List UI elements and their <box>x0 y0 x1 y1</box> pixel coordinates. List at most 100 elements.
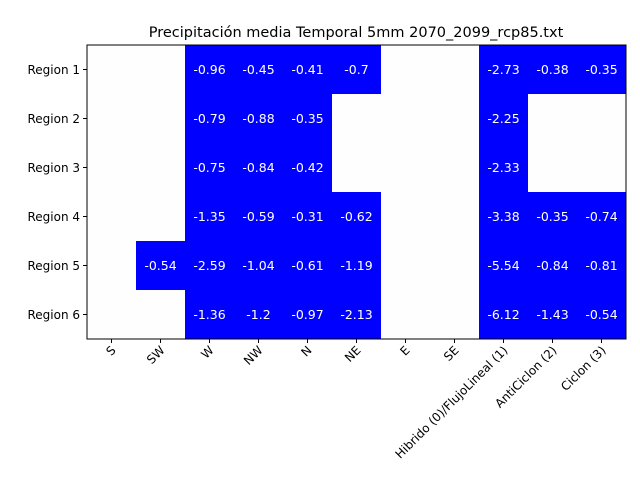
cell-value-label: -0.62 <box>340 209 372 224</box>
heatmap-cell <box>87 241 137 291</box>
cell-value-label: -0.75 <box>193 160 225 175</box>
cell-value-label: -2.33 <box>487 160 519 175</box>
cell-value-label: -0.97 <box>291 307 323 322</box>
cell-value-label: -2.73 <box>487 62 519 77</box>
heatmap-cell <box>234 143 284 193</box>
heatmap-cell <box>577 143 627 193</box>
heatmap-cell <box>283 192 333 242</box>
cell-value-label: -0.41 <box>291 62 323 77</box>
heatmap-cell <box>87 94 137 144</box>
cell-value-label: -0.79 <box>193 111 225 126</box>
cell-value-label: -3.38 <box>487 209 519 224</box>
heatmap-cell <box>283 143 333 193</box>
heatmap-cell <box>283 290 333 340</box>
heatmap-cell <box>234 45 284 95</box>
x-tick-label: N <box>298 343 314 359</box>
heatmap-cell <box>87 143 137 193</box>
heatmap-cell <box>381 143 431 193</box>
heatmap-cell <box>234 290 284 340</box>
heatmap-cell <box>577 94 627 144</box>
x-tick-label: S <box>103 343 118 358</box>
cell-value-label: -0.81 <box>585 258 617 273</box>
cell-value-label: -2.25 <box>487 111 519 126</box>
cell-value-label: -5.54 <box>487 258 519 273</box>
heatmap-cell <box>185 45 235 95</box>
heatmap-cell <box>283 94 333 144</box>
x-tick-label: NE <box>342 343 364 365</box>
heatmap-cell <box>381 290 431 340</box>
cell-value-label: -0.45 <box>242 62 274 77</box>
x-tick-label: SE <box>441 343 462 364</box>
cell-value-label: -0.35 <box>291 111 323 126</box>
heatmap-cell <box>577 241 627 291</box>
heatmap-cell <box>234 94 284 144</box>
heatmap-cell <box>332 94 382 144</box>
cell-value-label: -0.35 <box>536 209 568 224</box>
heatmap-cell <box>136 290 186 340</box>
cell-value-label: -0.54 <box>144 258 176 273</box>
y-axis: Region 1 Region 2 Region 3 Region 4 Region 5… <box>27 63 87 322</box>
cell-value-label: -2.13 <box>340 307 372 322</box>
heatmap-cell <box>479 241 529 291</box>
x-tick-label: SW <box>144 343 168 367</box>
cell-value-label: -0.96 <box>193 62 225 77</box>
cell-value-label: -1.35 <box>193 209 225 224</box>
cell-value-label: -0.59 <box>242 209 274 224</box>
cell-value-label: -1.04 <box>242 258 274 273</box>
y-tick-label: Region 5 <box>27 259 80 273</box>
heatmap-cell <box>430 192 480 242</box>
cell-value-label: -0.42 <box>291 160 323 175</box>
cell-value-label: -0.54 <box>585 307 617 322</box>
heatmap-cell <box>332 45 382 95</box>
heatmap-cell <box>381 241 431 291</box>
heatmap-cell <box>479 290 529 340</box>
heatmap-cell <box>430 241 480 291</box>
heatmap-cell <box>234 241 284 291</box>
heatmap-cell <box>381 45 431 95</box>
heatmap-cell <box>430 45 480 95</box>
y-tick-label: Region 1 <box>27 63 80 77</box>
heatmap-cell <box>185 241 235 291</box>
heatmap-cell <box>528 290 578 340</box>
cell-value-label: -0.31 <box>291 209 323 224</box>
x-tick-label: Ciclon (3) <box>558 343 608 393</box>
heatmap-cell <box>528 192 578 242</box>
heatmap-cell <box>577 192 627 242</box>
plot-frame <box>86 44 627 340</box>
cell-value-label: -2.59 <box>193 258 225 273</box>
heatmap-cell <box>87 45 137 95</box>
heatmap-cell <box>283 241 333 291</box>
heatmap-cell <box>136 143 186 193</box>
cell-value-label: -1.19 <box>340 258 372 273</box>
heatmap-cell <box>381 94 431 144</box>
cell-value-label: -0.35 <box>585 62 617 77</box>
heatmap-cell <box>136 241 186 291</box>
heatmap-cell <box>577 45 627 95</box>
heatmap-cell <box>479 143 529 193</box>
heatmap-cell <box>136 192 186 242</box>
x-tick-label: E <box>397 343 412 358</box>
heatmap-cell <box>479 45 529 95</box>
chart-title: Precipitación media Temporal 5mm 2070_20… <box>149 25 564 41</box>
heatmap-cell <box>332 241 382 291</box>
cell-value-label: -1.2 <box>246 307 270 322</box>
heatmap-cell <box>185 192 235 242</box>
heatmap-cell <box>283 45 333 95</box>
heatmap-cell <box>332 143 382 193</box>
cell-value-label: -1.43 <box>536 307 568 322</box>
heatmap-cell <box>381 192 431 242</box>
heatmap-cell <box>528 241 578 291</box>
heatmap-cell <box>528 45 578 95</box>
y-tick-label: Region 3 <box>27 161 80 175</box>
cell-value-label: -0.7 <box>344 62 368 77</box>
heatmap-cell <box>185 94 235 144</box>
y-tick-label: Region 4 <box>27 210 80 224</box>
heatmap-cell <box>87 290 137 340</box>
cell-value-label: -6.12 <box>487 307 519 322</box>
y-tick-label: Region 2 <box>27 112 80 126</box>
cell-value-label: -0.84 <box>536 258 568 273</box>
heatmap-cell <box>430 94 480 144</box>
x-tick-label: W <box>198 343 216 361</box>
heatmap-cell <box>430 290 480 340</box>
y-tick-label: Region 6 <box>27 308 80 322</box>
